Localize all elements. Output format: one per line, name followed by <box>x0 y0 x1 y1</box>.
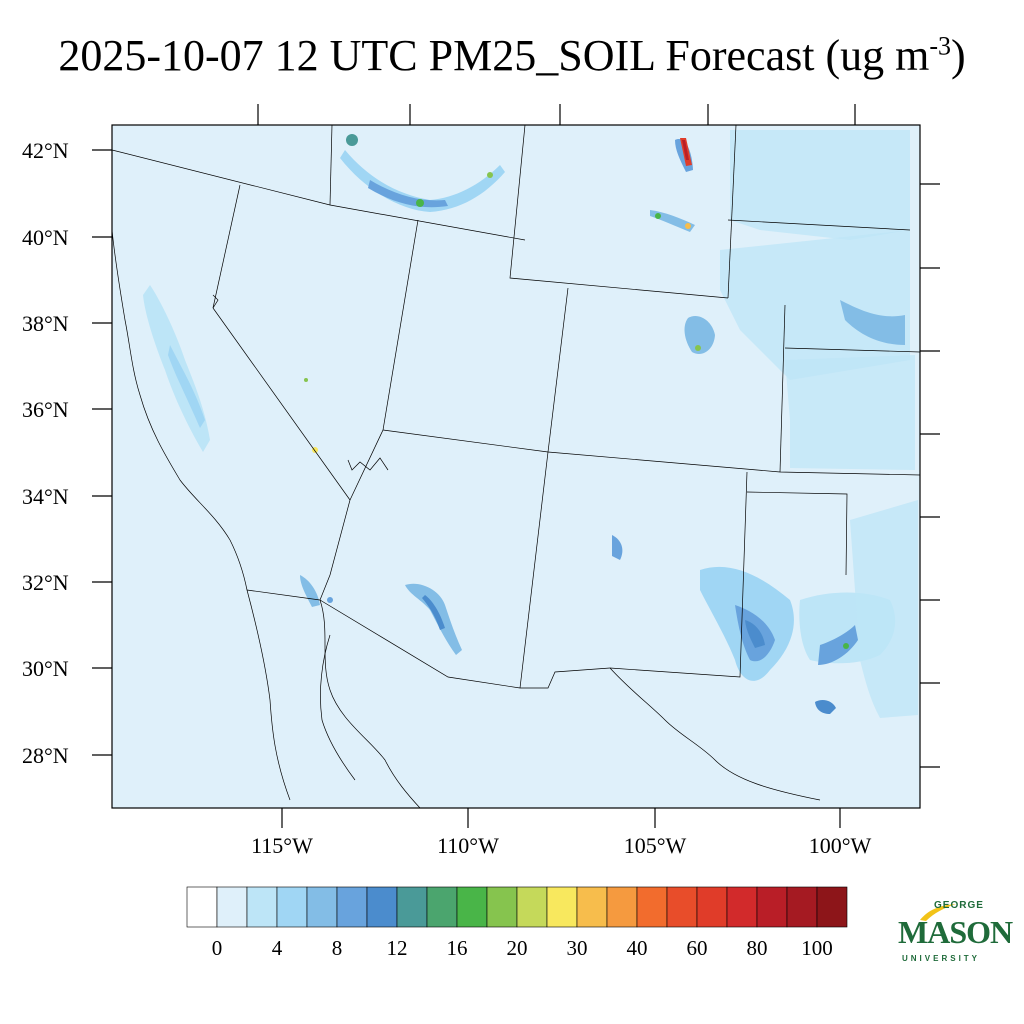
title-superscript: -3 <box>929 31 951 61</box>
colorbar <box>186 886 848 928</box>
lon-label-100: 100°W <box>809 833 872 858</box>
logo-university-text: UNIVERSITY <box>902 954 981 963</box>
colorbar-tick-label: 12 <box>387 936 408 960</box>
colorbar-cell <box>606 886 638 928</box>
latitude-labels: 42°N 40°N 38°N 36°N 34°N 32°N 30°N 28°N <box>22 138 69 768</box>
colorbar-cell <box>426 886 458 928</box>
logo-mason-text: MASON <box>898 914 1013 950</box>
concentration-field <box>143 130 918 718</box>
left-ticks <box>92 149 112 756</box>
title-main: 2025-10-07 12 UTC PM25_SOIL Forecast (ug… <box>58 31 930 80</box>
colorbar-cell <box>756 886 788 928</box>
map-frame <box>111 124 921 809</box>
lat-label-42: 42°N <box>22 138 69 163</box>
lat-label-28: 28°N <box>22 743 69 768</box>
colorbar-cell <box>186 886 218 928</box>
colorbar-cell <box>696 886 728 928</box>
colorbar-tick-label: 0 <box>212 936 223 960</box>
colorbar-cell <box>306 886 338 928</box>
colorbar-cell <box>276 886 308 928</box>
colorbar-tick-label: 16 <box>447 936 468 960</box>
colorbar-cell <box>576 886 608 928</box>
colorbar-cell <box>516 886 548 928</box>
top-ticks <box>257 104 856 125</box>
colorbar-cell <box>456 886 488 928</box>
longitude-labels: 115°W 110°W 105°W 100°W <box>251 833 871 858</box>
colorbar-tick-label: 8 <box>332 936 343 960</box>
lat-label-36: 36°N <box>22 397 69 422</box>
lat-label-32: 32°N <box>22 570 69 595</box>
george-mason-logo: GEORGE MASON UNIVERSITY <box>896 900 1013 970</box>
lat-label-40: 40°N <box>22 225 69 250</box>
logo-swoosh-icon <box>920 904 956 921</box>
lat-label-30: 30°N <box>22 656 69 681</box>
colorbar-cell <box>486 886 518 928</box>
colorbar-cell <box>396 886 428 928</box>
colorbar-tick-label: 100 <box>801 936 833 960</box>
lon-label-105: 105°W <box>624 833 687 858</box>
chart-title: 2025-10-07 12 UTC PM25_SOIL Forecast (ug… <box>0 30 1024 81</box>
colorbar-tick-label: 40 <box>627 936 648 960</box>
colorbar-cell <box>246 886 278 928</box>
lon-label-110: 110°W <box>437 833 499 858</box>
colorbar-tick-label: 20 <box>507 936 528 960</box>
title-suffix: ) <box>951 31 966 80</box>
right-ticks <box>920 183 940 768</box>
colorbar-cell <box>786 886 818 928</box>
colorbar-cell <box>666 886 698 928</box>
colorbar-tick-label: 80 <box>747 936 768 960</box>
colorbar-cell <box>726 886 758 928</box>
colorbar-labels: 0 4 8 12 16 20 30 40 60 80 100 <box>212 936 833 960</box>
lon-label-115: 115°W <box>251 833 313 858</box>
colorbar-cell <box>336 886 368 928</box>
map-background <box>112 125 920 808</box>
colorbar-cell <box>216 886 248 928</box>
colorbar-tick-label: 4 <box>272 936 283 960</box>
lat-label-38: 38°N <box>22 311 69 336</box>
state-borders <box>111 124 921 809</box>
colorbar-cell <box>546 886 578 928</box>
colorbar-cell <box>636 886 668 928</box>
logo-george-text: GEORGE <box>934 900 984 911</box>
colorbar-cell <box>366 886 398 928</box>
bottom-ticks <box>281 808 841 828</box>
colorbar-tick-label: 30 <box>567 936 588 960</box>
colorbar-tick-label: 60 <box>687 936 708 960</box>
colorbar-cell <box>816 886 848 928</box>
lat-label-34: 34°N <box>22 484 69 509</box>
